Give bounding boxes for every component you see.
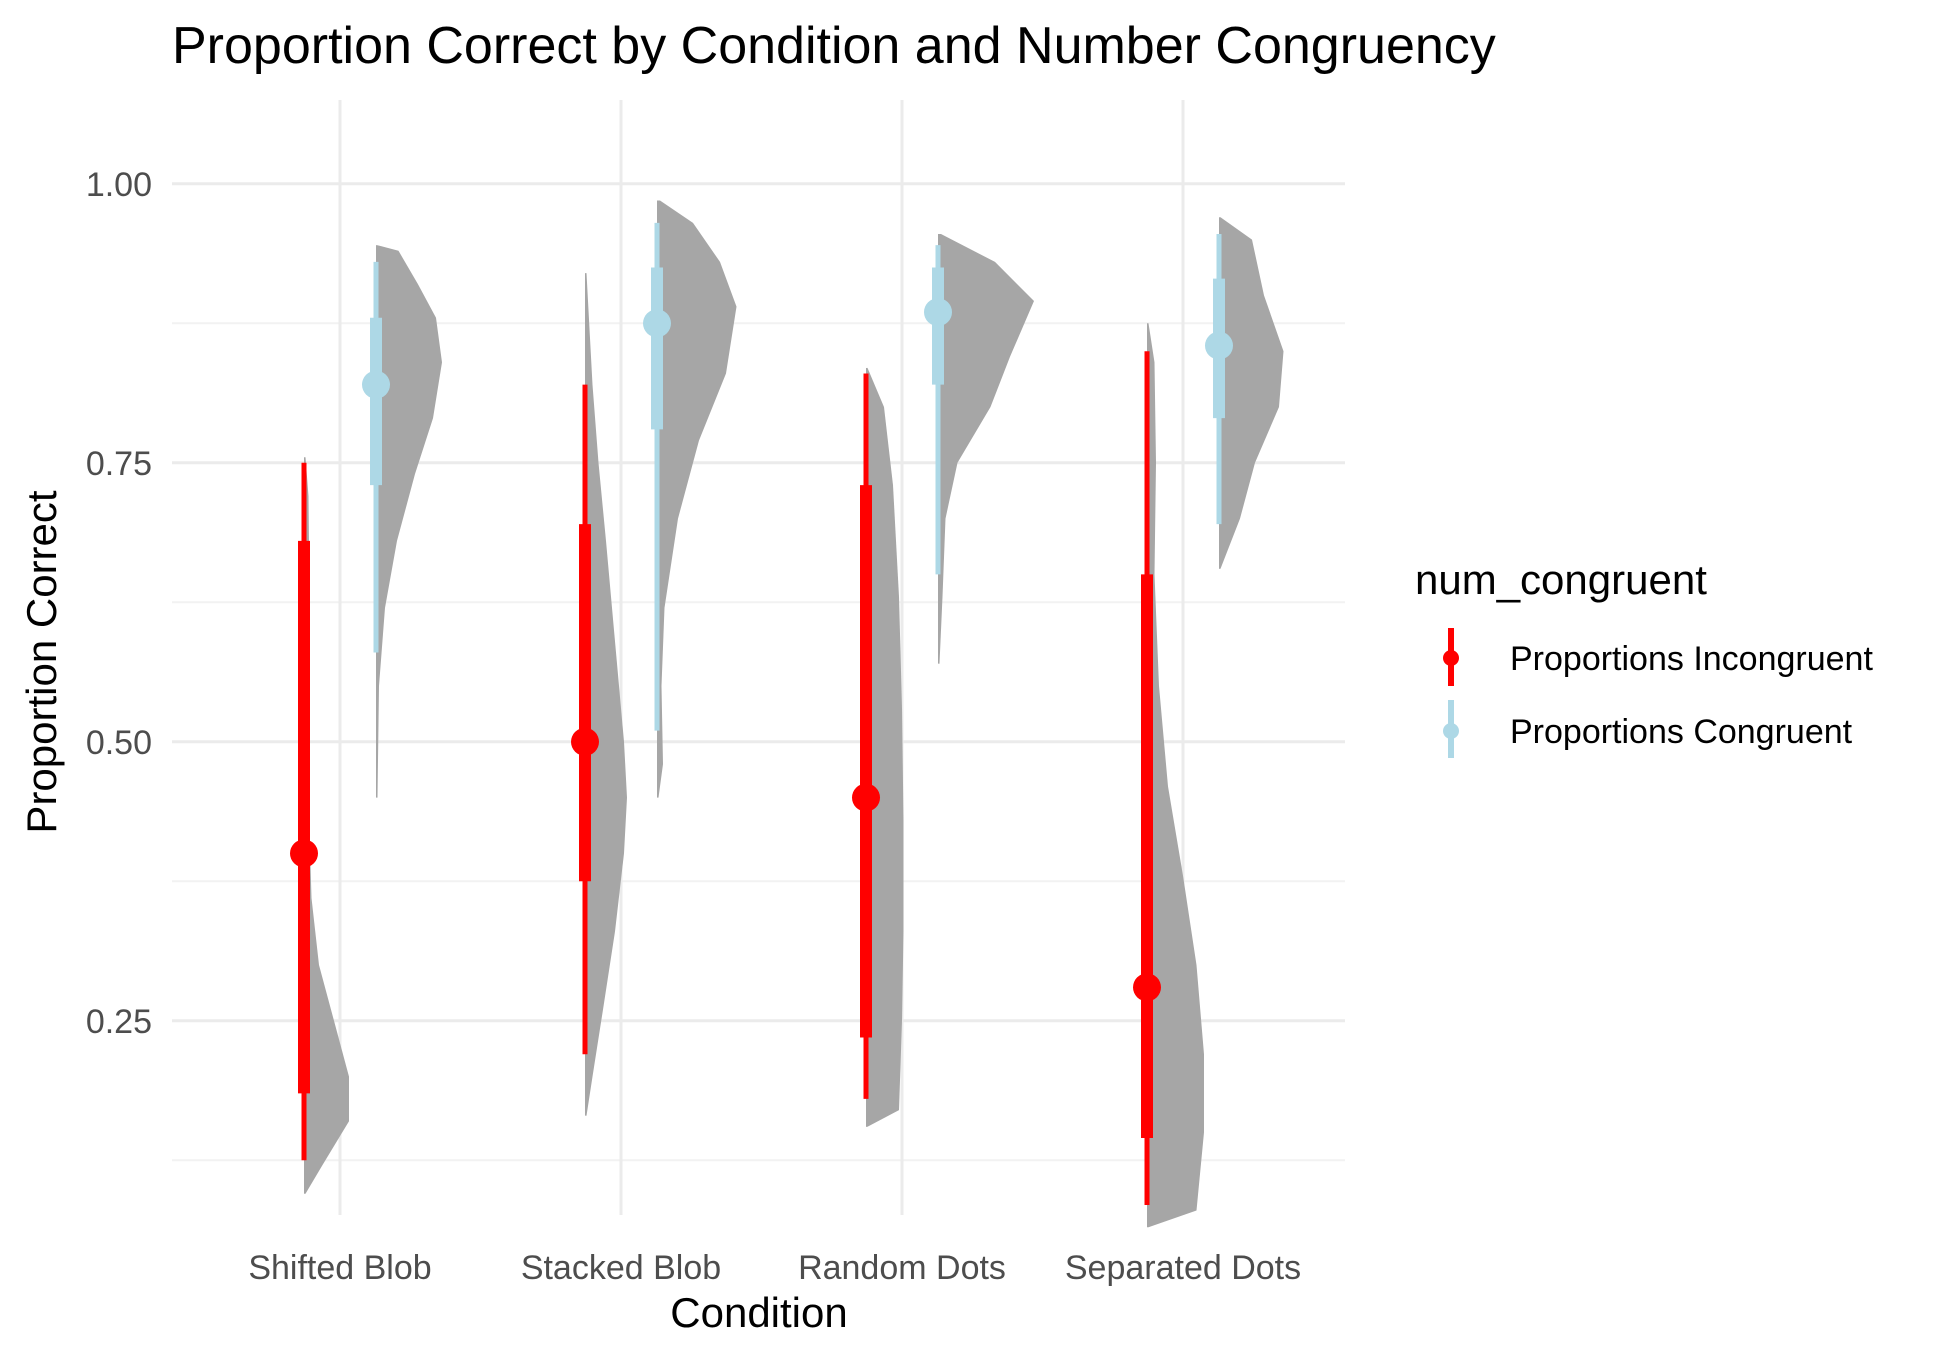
x-tick-label: Random Dots xyxy=(798,1249,1006,1287)
interval-layer xyxy=(290,222,1233,1205)
y-axis-title: Proportion Correct xyxy=(18,490,65,833)
legend-label-incongruent: Proportions Incongruent xyxy=(1510,640,1873,678)
legend-item-congruent: Proportions Congruent xyxy=(1443,700,1853,758)
x-axis-title: Condition xyxy=(670,1289,847,1336)
y-axis: 0.25 0.50 0.75 1.00 xyxy=(86,166,152,1041)
y-tick-label: 0.25 xyxy=(86,1003,152,1041)
legend: num_congruent Proportions Incongruent Pr… xyxy=(1415,556,1873,758)
legend-title: num_congruent xyxy=(1415,556,1707,603)
density-congruent xyxy=(1219,217,1284,569)
density-congruent xyxy=(376,245,442,798)
median-point-incongruent xyxy=(852,783,880,812)
x-tick-label: Separated Dots xyxy=(1065,1249,1301,1287)
density-incongruent xyxy=(304,457,349,1194)
y-tick-label: 0.75 xyxy=(86,445,152,483)
density-congruent xyxy=(657,200,737,798)
median-point-incongruent xyxy=(290,839,318,868)
legend-label-congruent: Proportions Congruent xyxy=(1510,713,1853,751)
density-layer xyxy=(304,200,1284,1228)
median-point-congruent xyxy=(1205,331,1233,360)
median-point-congruent xyxy=(643,309,671,338)
y-tick-label: 1.00 xyxy=(86,166,152,204)
density-incongruent xyxy=(1147,323,1204,1228)
x-tick-label: Stacked Blob xyxy=(521,1249,721,1287)
median-point-incongruent xyxy=(571,727,599,756)
legend-key-congruent-dot xyxy=(1443,723,1459,739)
x-tick-label: Shifted Blob xyxy=(248,1249,431,1287)
density-congruent xyxy=(938,234,1034,664)
median-point-congruent xyxy=(362,370,390,399)
grid xyxy=(172,100,1345,1215)
chart-title: Proportion Correct by Condition and Numb… xyxy=(172,17,1496,75)
y-tick-label: 0.50 xyxy=(86,724,152,762)
x-axis: Shifted Blob Stacked Blob Random Dots Separ… xyxy=(248,1249,1301,1287)
legend-item-incongruent: Proportions Incongruent xyxy=(1443,628,1873,686)
median-point-congruent xyxy=(924,298,952,327)
density-incongruent xyxy=(585,273,627,1116)
median-point-incongruent xyxy=(1133,973,1161,1002)
legend-key-incongruent-dot xyxy=(1443,650,1459,666)
density-incongruent xyxy=(866,367,904,1127)
